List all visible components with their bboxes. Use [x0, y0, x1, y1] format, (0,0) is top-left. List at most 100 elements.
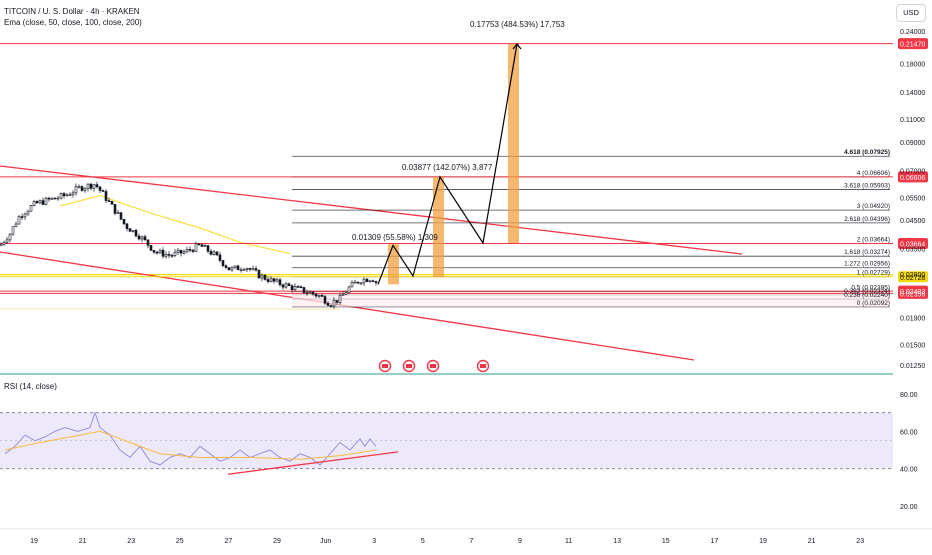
- candle-body: [62, 193, 66, 197]
- candle-body: [77, 186, 81, 188]
- candle-body: [188, 249, 192, 251]
- y-tick-label: 0.01250: [900, 363, 925, 370]
- candle-body: [254, 268, 258, 271]
- currency-button[interactable]: USD: [896, 4, 926, 22]
- candle-body: [218, 254, 222, 261]
- candle-body: [56, 197, 60, 200]
- candle-body: [248, 268, 252, 270]
- projection-label: 0.17753 (484.53%) 17,753: [470, 20, 565, 29]
- candle-body: [35, 201, 39, 204]
- candle-body: [311, 291, 315, 295]
- candle-body: [245, 268, 249, 270]
- y-tick-label: 0.14000: [900, 90, 925, 97]
- projection-label: 0.03877 (142.07%) 3,877: [402, 163, 493, 172]
- candle-body: [41, 200, 45, 205]
- y-tick-label: 0.04500: [900, 218, 925, 225]
- candle-body: [98, 186, 102, 191]
- candle-body: [194, 243, 198, 252]
- candle-body: [362, 278, 366, 284]
- price-level-label: 0.02403: [900, 289, 925, 296]
- candle-body: [302, 287, 306, 294]
- x-tick-label: 21: [808, 538, 816, 545]
- y-tick-label: 0.02350: [900, 292, 925, 299]
- candle-body: [305, 292, 309, 295]
- fib-level-label: 0.5 (0.02395): [851, 285, 890, 292]
- candle-body: [296, 286, 300, 288]
- candle-body: [266, 279, 270, 282]
- candle-body: [200, 244, 204, 247]
- candle-body: [293, 286, 297, 291]
- x-tick-label: 29: [273, 538, 281, 545]
- candle-body: [113, 203, 117, 214]
- candle-body: [167, 254, 171, 256]
- candle-body: [152, 250, 156, 253]
- candle-body: [2, 241, 6, 245]
- candle-body: [23, 213, 27, 218]
- fib-level-label: 0.236 (0.02240): [844, 292, 890, 299]
- candle-body: [338, 294, 342, 303]
- candle-body: [122, 218, 126, 225]
- candle-body: [53, 197, 57, 200]
- candle-body: [209, 251, 213, 255]
- event-marker-flag: [382, 364, 388, 368]
- candle-body: [185, 249, 189, 253]
- rsi-line: [4, 411, 377, 466]
- candle-body: [32, 201, 36, 206]
- rsi-legend: RSI (14, close): [4, 382, 57, 391]
- candle-body: [29, 205, 33, 212]
- candle-body: [221, 260, 225, 266]
- candle-body: [251, 268, 255, 270]
- candle-body: [134, 229, 138, 237]
- candle-body: [344, 292, 348, 295]
- y-tick-label: 0.03500: [900, 247, 925, 254]
- candle-body: [182, 251, 186, 254]
- candle-body: [224, 265, 228, 268]
- candle-body: [257, 269, 261, 279]
- y-tick-label: 0.02800: [900, 272, 925, 279]
- price-level-badge: [898, 38, 928, 50]
- candle-body: [239, 269, 243, 271]
- candle-body: [290, 285, 294, 291]
- fib-level-label: 4 (0.06606): [857, 170, 890, 177]
- candle-body: [299, 286, 303, 288]
- candle-body: [215, 251, 219, 256]
- y-tick-label: 0.24000: [900, 29, 925, 36]
- fib-level-label: 3.618 (0.05903): [844, 183, 890, 190]
- candle-body: [371, 280, 375, 283]
- x-tick-label: 13: [613, 538, 621, 545]
- candle-body: [206, 245, 210, 252]
- candle-body: [320, 294, 324, 297]
- candle-body: [17, 216, 21, 225]
- candle-body: [365, 278, 369, 282]
- candle-body: [260, 274, 264, 279]
- x-tick-label: 3: [372, 538, 376, 545]
- projection-label: 0.01309 (55.58%) 1,309: [352, 233, 438, 242]
- price-level-label: 0.21470: [900, 42, 925, 49]
- candle-body: [341, 294, 345, 296]
- candle-body: [155, 251, 159, 254]
- candle-body: [104, 191, 108, 201]
- fib-level-label: 0 (0.02092): [857, 300, 890, 307]
- price-level-label: 0.06606: [900, 175, 925, 182]
- price-level-badge: [898, 237, 928, 249]
- rsi-y-tick-label: 40.00: [900, 467, 918, 474]
- price-level-label: 0.02356: [900, 291, 925, 298]
- candle-body: [11, 226, 15, 235]
- candle-body: [263, 274, 267, 280]
- fib-level-label: 1.272 (0.02956): [844, 261, 890, 268]
- candle-body: [230, 267, 234, 271]
- candle-body: [173, 251, 177, 256]
- candle-body: [86, 183, 90, 189]
- candle-body: [71, 192, 75, 195]
- fib-level-label: 1.618 (0.03274): [844, 249, 890, 256]
- price-level-badge: [898, 287, 928, 299]
- rsi-y-tick-label: 60.00: [900, 429, 918, 436]
- candle-body: [101, 190, 105, 192]
- y-tick-label: 0.01500: [900, 342, 925, 349]
- price-level-label: 0.03664: [900, 241, 925, 248]
- candle-body: [308, 291, 312, 294]
- projection-path: [377, 43, 518, 285]
- event-marker-flag: [430, 364, 436, 368]
